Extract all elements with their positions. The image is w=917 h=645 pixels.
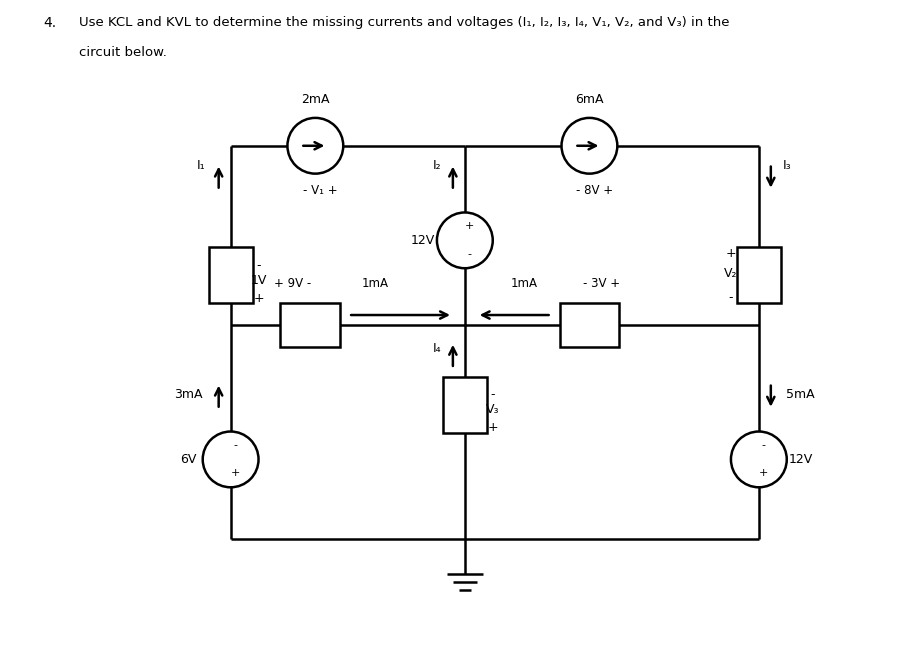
Circle shape (203, 432, 259, 487)
Text: 1V: 1V (250, 273, 267, 286)
Circle shape (287, 118, 343, 174)
Text: - 3V +: - 3V + (583, 277, 620, 290)
Text: - 8V +: - 8V + (576, 184, 613, 197)
Text: I₂: I₂ (433, 159, 441, 172)
Bar (737, 247, 780, 303)
Text: 1mA: 1mA (511, 277, 538, 290)
Bar (209, 247, 252, 303)
Text: 1mA: 1mA (361, 277, 389, 290)
Circle shape (731, 432, 787, 487)
Text: +: + (725, 247, 736, 260)
Text: 4.: 4. (43, 16, 56, 30)
Text: Use KCL and KVL to determine the missing currents and voltages (I₁, I₂, I₃, I₄, : Use KCL and KVL to determine the missing… (79, 16, 730, 29)
Bar (281, 303, 340, 347)
Text: I₄: I₄ (433, 342, 441, 355)
Text: -: - (256, 259, 260, 272)
Text: +: + (759, 468, 768, 479)
Text: -: - (729, 291, 734, 304)
Text: + 9V -: + 9V - (274, 277, 311, 290)
Text: V₂: V₂ (724, 267, 737, 280)
Text: -: - (762, 441, 766, 450)
Text: -: - (468, 250, 472, 259)
Text: I₃: I₃ (782, 159, 791, 172)
Text: 2mA: 2mA (301, 94, 329, 106)
Bar (443, 377, 487, 433)
Text: circuit below.: circuit below. (79, 46, 167, 59)
Text: +: + (253, 292, 264, 304)
Circle shape (436, 212, 492, 268)
Text: -: - (234, 441, 238, 450)
Text: +: + (488, 421, 498, 434)
Text: 3mA: 3mA (174, 388, 203, 401)
Text: I₁: I₁ (196, 159, 205, 172)
Text: 5mA: 5mA (787, 388, 815, 401)
Text: 12V: 12V (411, 234, 435, 247)
Text: +: + (231, 468, 240, 479)
Text: 12V: 12V (789, 453, 812, 466)
Text: 6mA: 6mA (575, 94, 603, 106)
Bar (559, 303, 619, 347)
Text: - V₁ +: - V₁ + (303, 184, 337, 197)
Text: V₃: V₃ (486, 403, 500, 416)
Text: 6V: 6V (181, 453, 197, 466)
Circle shape (561, 118, 617, 174)
Text: -: - (491, 388, 495, 401)
Text: +: + (465, 221, 474, 232)
